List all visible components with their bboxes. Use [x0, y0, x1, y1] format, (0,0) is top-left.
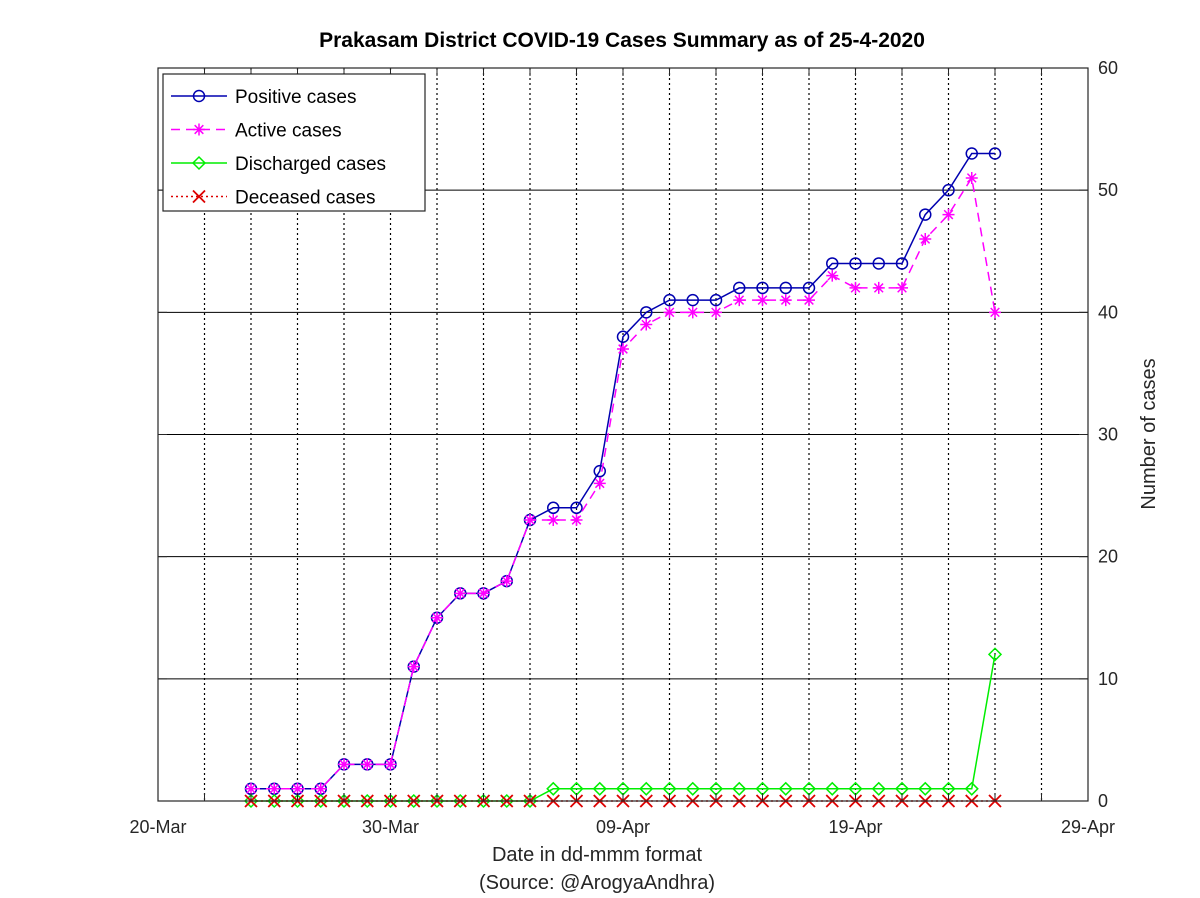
data-point-active	[315, 783, 327, 795]
data-point-active	[478, 587, 490, 599]
data-point-active	[966, 172, 978, 184]
data-point-active	[733, 294, 745, 306]
legend-label-positive: Positive cases	[235, 87, 356, 108]
x-tick-label: 19-Apr	[828, 817, 882, 837]
data-point-active	[710, 306, 722, 318]
y-axis-label: Number of cases	[1138, 358, 1160, 509]
data-point-active	[571, 514, 583, 526]
data-point-active	[989, 306, 1001, 318]
data-point-active	[385, 758, 397, 770]
legend-label-discharged: Discharged cases	[235, 154, 386, 175]
data-point-active	[338, 758, 350, 770]
data-point-active	[780, 294, 792, 306]
data-point-active	[408, 661, 420, 673]
data-point-active	[292, 783, 304, 795]
data-point-active	[454, 587, 466, 599]
data-point-active	[687, 306, 699, 318]
y-tick-label: 30	[1098, 425, 1118, 445]
data-point-active	[361, 758, 373, 770]
data-point-active	[501, 575, 513, 587]
data-point-active	[245, 783, 257, 795]
data-point-active	[594, 477, 606, 489]
x-tick-label: 09-Apr	[596, 817, 650, 837]
data-point-active	[268, 783, 280, 795]
x-axis-label: Date in dd-mmm format	[492, 844, 702, 866]
legend-marker-active	[193, 124, 205, 136]
data-point-active	[757, 294, 769, 306]
legend-label-active: Active cases	[235, 121, 342, 142]
data-point-active	[850, 282, 862, 294]
data-point-active	[547, 514, 559, 526]
y-tick-label: 40	[1098, 302, 1118, 322]
x-tick-label: 20-Mar	[129, 817, 186, 837]
x-axis-source-label: (Source: @ArogyaAndhra)	[479, 872, 715, 894]
data-point-active	[617, 343, 629, 355]
y-tick-label: 60	[1098, 58, 1118, 78]
data-point-active	[826, 270, 838, 282]
x-tick-label: 29-Apr	[1061, 817, 1115, 837]
y-tick-label: 20	[1098, 547, 1118, 567]
legend-label-deceased: Deceased cases	[235, 188, 375, 209]
data-point-active	[943, 209, 955, 221]
data-point-active	[640, 319, 652, 331]
x-tick-label: 30-Mar	[362, 817, 419, 837]
data-point-active	[524, 514, 536, 526]
y-tick-label: 50	[1098, 180, 1118, 200]
y-tick-label: 0	[1098, 791, 1108, 811]
data-point-active	[896, 282, 908, 294]
data-point-active	[803, 294, 815, 306]
data-point-active	[664, 306, 676, 318]
data-point-active	[919, 233, 931, 245]
data-point-active	[431, 612, 443, 624]
chart-title: Prakasam District COVID-19 Cases Summary…	[319, 29, 925, 52]
legend: Positive cases Active cases Discharged cas…	[163, 74, 425, 211]
data-point-active	[873, 282, 885, 294]
y-tick-label: 10	[1098, 669, 1118, 689]
